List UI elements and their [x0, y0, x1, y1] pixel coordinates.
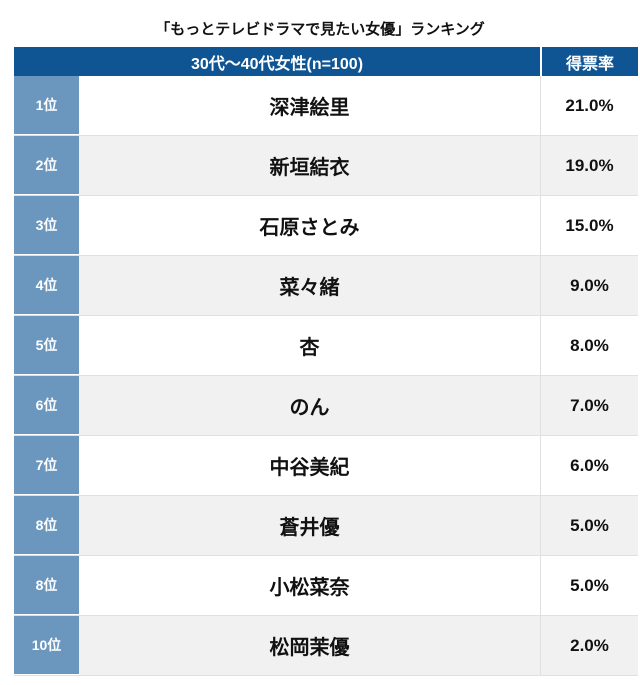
name-cell: 深津絵里	[269, 97, 350, 119]
rank-cell: 10位	[14, 616, 79, 675]
table-row: 8位 蒼井優 5.0%	[14, 496, 638, 556]
table-header: 30代〜40代女性(n=100) 得票率	[14, 47, 638, 76]
name-cell: 松岡茉優	[79, 616, 540, 675]
name-cell: 小松菜奈	[269, 577, 350, 599]
name-cell: 蒼井優	[79, 496, 540, 555]
rank-cell: 4位	[14, 256, 79, 315]
rank-cell: 3位	[14, 196, 79, 255]
table-row: 2位 新垣結衣 19.0%	[14, 136, 638, 196]
table-row: 5位 杏 8.0%	[14, 316, 638, 376]
header-group: 30代〜40代女性(n=100)	[190, 55, 364, 73]
ranking-title: 「もっとテレビドラマで見たい女優」ランキング	[155, 21, 485, 38]
name-cell: 新垣結衣	[79, 136, 540, 195]
name-cell: 中谷美紀	[269, 457, 350, 479]
name-cell: 菜々緒	[79, 256, 540, 315]
rate-cell: 19.0%	[540, 136, 638, 195]
header-rate: 得票率	[540, 47, 638, 76]
rank-cell: 8位	[14, 556, 79, 615]
rank-cell: 8位	[14, 496, 79, 555]
rate-cell: 2.0%	[540, 616, 638, 675]
name-cell: 石原さとみ	[259, 217, 360, 239]
rank-cell: 1位	[14, 76, 79, 135]
table-row: 7位 中谷美紀 6.0%	[14, 436, 638, 496]
rate-cell: 8.0%	[540, 316, 638, 375]
table-row: 6位 のん 7.0%	[14, 376, 638, 436]
table-row: 3位 石原さとみ 15.0%	[14, 196, 638, 256]
rate-cell: 7.0%	[540, 376, 638, 435]
rank-cell: 2位	[14, 136, 79, 195]
name-cell: 杏	[299, 337, 320, 359]
rate-cell: 9.0%	[540, 256, 638, 315]
rate-cell: 15.0%	[540, 196, 638, 255]
table-row: 1位 深津絵里 21.0%	[14, 76, 638, 136]
rank-cell: 6位	[14, 376, 79, 435]
table-row: 8位 小松菜奈 5.0%	[14, 556, 638, 616]
rate-cell: 5.0%	[540, 556, 638, 615]
rank-cell: 5位	[14, 316, 79, 375]
table-row: 10位 松岡茉優 2.0%	[14, 616, 638, 676]
rate-cell: 5.0%	[540, 496, 638, 555]
rank-cell: 7位	[14, 436, 79, 495]
ranking-table: 30代〜40代女性(n=100) 得票率 1位 深津絵里 21.0% 2位 新垣結衣 19…	[14, 47, 638, 676]
table-row: 4位 菜々緒 9.0%	[14, 256, 638, 316]
rate-cell: 21.0%	[540, 76, 638, 135]
rate-cell: 6.0%	[540, 436, 638, 495]
name-cell: のん	[79, 376, 540, 435]
